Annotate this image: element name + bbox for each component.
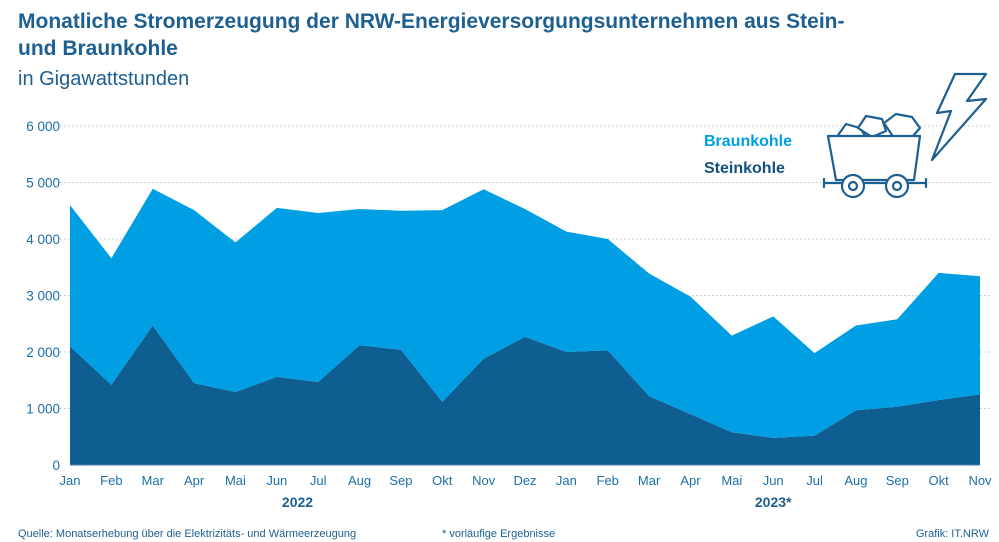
y-tick-label: 6 000 [26,119,60,134]
year-label: 2022 [282,494,313,510]
chart-title: Monatliche Stromerzeugung der NRW-Energi… [18,10,845,60]
y-tick-label: 5 000 [26,176,60,191]
y-tick-label: 1 000 [26,402,60,417]
lightning-icon [930,72,988,162]
x-tick-label: Sep [389,473,412,488]
x-tick-label: Feb [597,473,619,488]
graphic-credit: Grafik: IT.NRW [915,528,989,540]
x-tick-label: Dez [513,473,536,488]
x-tick-label: Apr [680,473,701,488]
x-tick-label: Feb [100,473,122,488]
chart-subtitle: in Gigawattstunden [18,68,190,90]
x-tick-label: Mar [142,473,165,488]
series-area-braunkohle [70,188,980,438]
x-tick-label: Nov [472,473,496,488]
axes: 0 1 000 2 000 3 000 4 000 5 000 6 000 Jan Feb Mar… [26,119,992,510]
x-tick-label: Okt [432,473,453,488]
x-tick-label: Jul [806,473,823,488]
x-tick-label: Apr [184,473,205,488]
x-tick-label: Mai [721,473,742,488]
x-tick-label: Okt [929,473,950,488]
x-tick-label: Jul [310,473,327,488]
x-tick-label: Jun [763,473,784,488]
year-label: 2023* [755,494,792,510]
x-tick-label: Aug [844,473,867,488]
data-areas [70,188,980,465]
x-tick-label: Jan [60,473,81,488]
x-tick-label: Jun [266,473,287,488]
x-tick-label: Jan [556,473,577,488]
preliminary-note: * vorläufige Ergebnisse [442,528,556,540]
x-tick-label: Nov [968,473,992,488]
legend-steinkohle: Steinkohle [704,160,785,177]
y-tick-label: 4 000 [26,232,60,247]
legend-braunkohle: Braunkohle [704,133,792,150]
series-area-steinkohle [70,325,980,465]
source-note: Quelle: Monatserhebung über die Elektriz… [18,528,357,540]
legend: Braunkohle Steinkohle [704,133,792,177]
x-tick-label: Sep [886,473,909,488]
x-tick-label: Aug [348,473,371,488]
x-tick-label: Mai [225,473,246,488]
y-tick-label: 2 000 [26,345,60,360]
y-tick-label: 0 [52,458,60,473]
coal-cart-icon [822,112,928,199]
y-tick-label: 3 000 [26,289,60,304]
x-tick-label: Mar [638,473,661,488]
